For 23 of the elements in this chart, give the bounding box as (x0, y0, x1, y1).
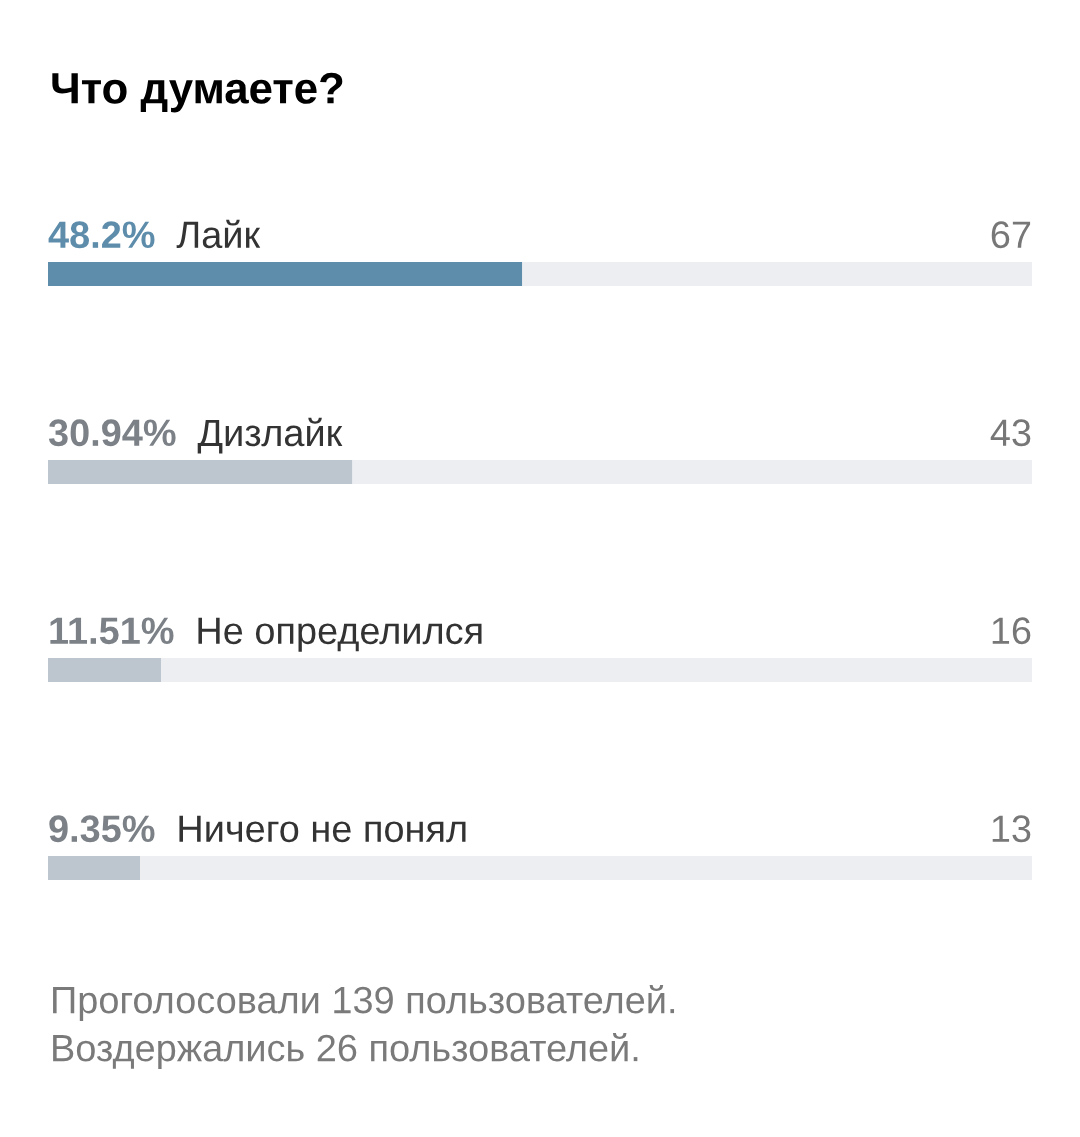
bar (352, 460, 1032, 484)
bar (48, 262, 523, 286)
bar (140, 856, 1032, 880)
chart-title: Что думаете? (52, 72, 343, 113)
data-label: 30.94% (48, 419, 176, 447)
bar (48, 460, 353, 484)
y-tick-label: Лайк (176, 219, 261, 249)
bar (48, 856, 140, 880)
y-tick-label: Не определился (198, 617, 482, 652)
y-tick-label: Ничего не понял (179, 815, 466, 843)
y-tick-label: Дизлайк (197, 417, 343, 454)
data-label: 9.35% (49, 815, 155, 843)
annotation: 67 (991, 221, 1031, 249)
data-label: 11.51% (50, 617, 174, 645)
data-label: 48.2% (48, 221, 155, 249)
annotation: 43 (990, 419, 1031, 447)
text: Воздержались 26 пользователей. (53, 1033, 638, 1069)
text: Проголосовали 139 пользователей. (53, 985, 675, 1021)
bar (161, 658, 1032, 682)
bar (48, 658, 162, 682)
bar (522, 262, 1032, 286)
annotation: 16 (992, 617, 1031, 645)
annotation: 13 (992, 815, 1031, 843)
